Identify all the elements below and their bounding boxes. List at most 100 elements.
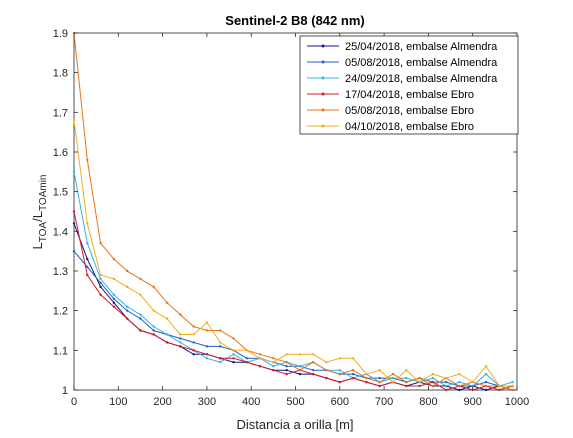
data-point <box>471 380 474 384</box>
legend-marker <box>321 76 325 80</box>
data-point <box>232 361 235 364</box>
data-point <box>218 329 222 332</box>
legend-entry: 17/04/2018, embalse Ebro <box>307 89 474 101</box>
data-point <box>325 376 328 380</box>
data-point <box>99 281 102 285</box>
data-point <box>444 376 448 380</box>
data-point <box>218 341 222 344</box>
data-point <box>218 357 222 360</box>
data-point <box>112 293 116 296</box>
data-point <box>444 388 448 392</box>
data-point <box>405 380 408 384</box>
y-label-sub-2: TOAmin <box>38 175 49 212</box>
data-point <box>99 242 102 245</box>
data-point <box>179 313 182 316</box>
data-point <box>258 365 262 368</box>
data-point <box>125 285 129 289</box>
data-point <box>405 376 408 380</box>
x-tick-label: 600 <box>331 396 349 408</box>
data-point <box>72 210 76 213</box>
data-point <box>272 365 275 368</box>
y-tick-label: 1.6 <box>53 147 68 159</box>
x-tick-label: 200 <box>153 396 171 408</box>
legend-marker <box>321 108 325 112</box>
data-point <box>511 388 514 392</box>
data-point <box>312 353 315 356</box>
legend-entry: 05/08/2018, embalse Ebro <box>307 105 474 117</box>
data-point <box>351 357 355 360</box>
data-point <box>112 257 116 261</box>
data-point <box>192 341 195 344</box>
data-point <box>312 361 315 364</box>
legend-entry: 04/10/2018, embalse Ebro <box>307 121 474 133</box>
data-point <box>498 388 501 392</box>
y-tick-label: 1.1 <box>53 345 68 357</box>
data-point <box>86 265 89 269</box>
x-tick-label: 700 <box>375 396 393 408</box>
data-point <box>112 305 116 308</box>
series-line <box>73 211 513 391</box>
data-point <box>272 361 275 364</box>
y-label-separator: /L <box>30 211 45 222</box>
y-axis: 1 1.1 1.2 1.3 1.4 1.5 1.6 1.7 1.8 1.9 <box>53 28 517 397</box>
y-tick-label: 1.4 <box>53 226 68 238</box>
data-point <box>179 333 182 336</box>
series-layer <box>72 31 514 392</box>
series-line <box>73 120 513 387</box>
data-point <box>192 333 195 336</box>
data-point <box>351 376 355 380</box>
legend-label: 04/10/2018, embalse Ebro <box>345 121 474 133</box>
data-point <box>298 365 302 368</box>
data-point <box>325 361 328 364</box>
data-point <box>86 242 89 245</box>
data-point <box>365 380 368 384</box>
y-tick-label: 1.8 <box>53 68 68 80</box>
data-point <box>125 317 129 320</box>
data-point <box>232 353 235 356</box>
x-tick-label: 500 <box>286 396 304 408</box>
data-point <box>192 353 195 356</box>
data-point <box>498 384 501 388</box>
chart-title: Sentinel-2 B8 (842 nm) <box>225 13 364 28</box>
x-tick-label: 100 <box>109 396 127 408</box>
data-point <box>285 368 288 372</box>
y-tick-label: 1.3 <box>53 266 68 278</box>
data-point <box>338 368 341 372</box>
data-point <box>218 361 222 364</box>
data-point <box>312 368 315 372</box>
data-point <box>72 119 76 122</box>
data-point <box>232 337 235 340</box>
data-point <box>99 293 102 296</box>
data-point <box>484 384 488 388</box>
data-point <box>112 297 116 300</box>
data-point <box>72 249 76 253</box>
data-point <box>139 313 142 316</box>
x-tick-label: 300 <box>198 396 216 408</box>
data-point <box>152 333 155 336</box>
data-point <box>99 285 102 289</box>
data-point <box>139 277 142 281</box>
data-point <box>112 277 116 281</box>
data-point <box>86 222 89 225</box>
x-axis: 0 100 200 300 400 500 600 700 800 900 1000 <box>71 33 529 408</box>
y-label-base-1: L <box>30 242 45 249</box>
data-point <box>232 349 235 352</box>
data-point <box>179 345 182 348</box>
data-point <box>152 285 155 289</box>
data-point <box>365 372 368 376</box>
legend-marker <box>321 44 325 48</box>
data-point <box>298 353 302 356</box>
x-tick-label: 900 <box>464 396 482 408</box>
data-point <box>86 158 89 162</box>
data-point <box>298 372 302 376</box>
data-point <box>165 301 169 304</box>
legend-marker <box>321 60 325 64</box>
legend-label: 05/08/2018, embalse Ebro <box>345 105 474 117</box>
data-point <box>285 365 288 368</box>
data-point <box>405 384 408 388</box>
data-point <box>312 372 315 376</box>
data-point <box>298 368 302 372</box>
data-point <box>378 380 381 384</box>
data-point <box>232 357 235 360</box>
